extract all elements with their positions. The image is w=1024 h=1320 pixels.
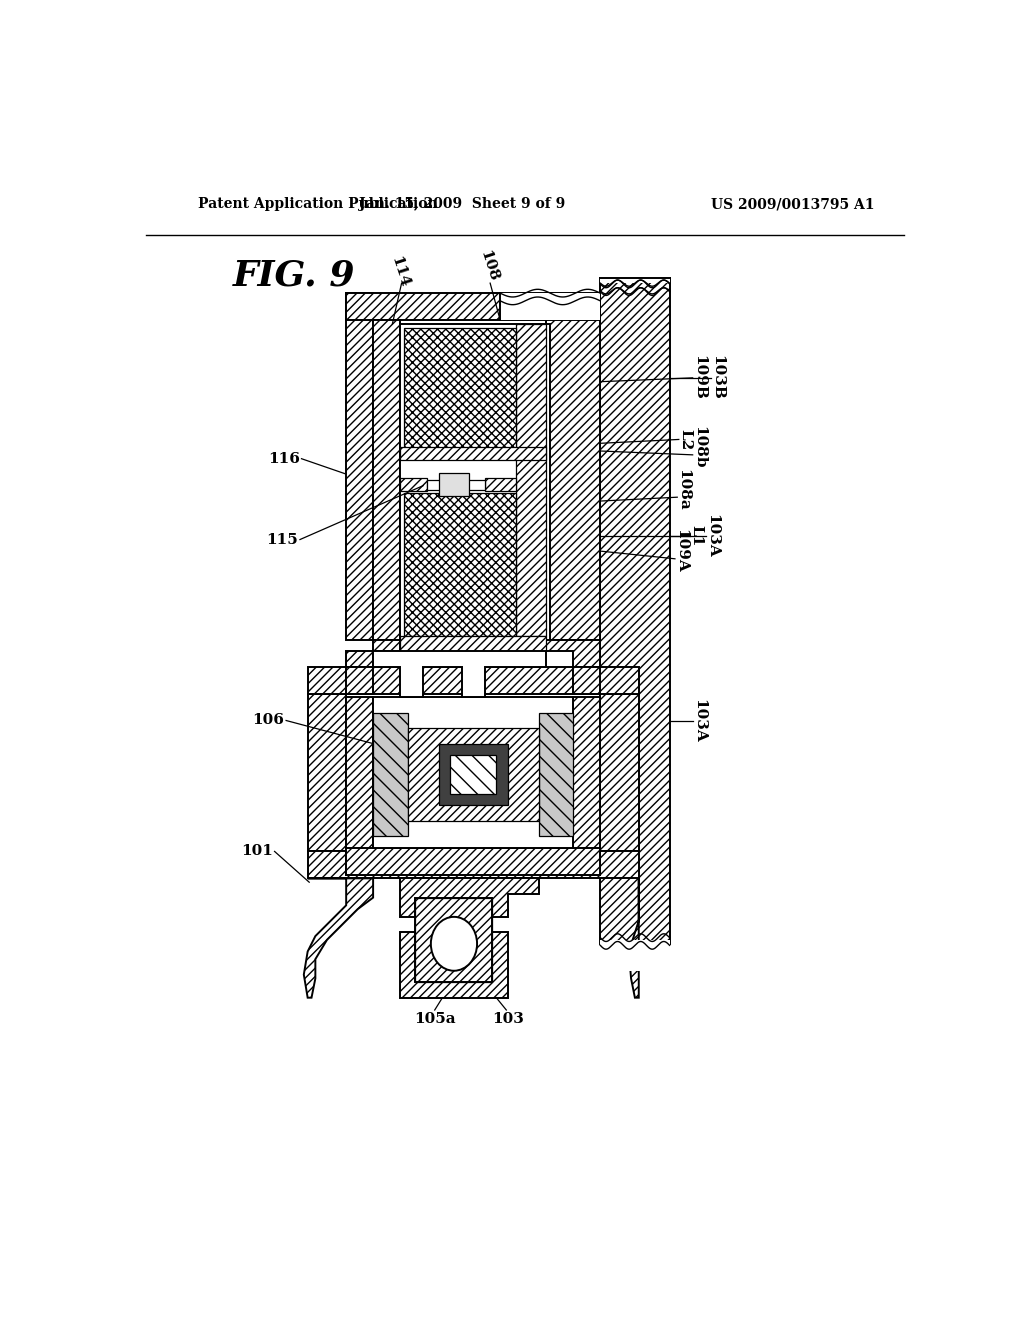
Polygon shape: [547, 321, 600, 640]
Text: 114: 114: [388, 255, 412, 289]
Text: 103A: 103A: [692, 698, 706, 742]
Polygon shape: [307, 851, 639, 878]
Polygon shape: [307, 693, 346, 851]
Polygon shape: [400, 447, 547, 461]
Text: L1: L1: [689, 525, 703, 546]
Polygon shape: [547, 640, 600, 667]
Text: US 2009/0013795 A1: US 2009/0013795 A1: [711, 197, 874, 211]
Bar: [373, 697, 573, 847]
Text: 109A: 109A: [674, 529, 688, 573]
Polygon shape: [400, 878, 539, 998]
Bar: [427, 480, 484, 490]
Text: FIG. 9: FIG. 9: [233, 259, 355, 292]
Text: 108: 108: [477, 249, 500, 284]
Text: Patent Application Publication: Patent Application Publication: [198, 197, 437, 211]
Text: Jan. 15, 2009  Sheet 9 of 9: Jan. 15, 2009 Sheet 9 of 9: [358, 197, 565, 211]
Polygon shape: [373, 651, 547, 697]
Polygon shape: [373, 321, 400, 640]
Polygon shape: [600, 693, 639, 851]
Polygon shape: [373, 713, 408, 836]
Polygon shape: [400, 478, 427, 491]
Text: 106: 106: [253, 714, 285, 727]
Text: 116: 116: [268, 451, 300, 466]
Polygon shape: [400, 636, 547, 651]
Polygon shape: [573, 667, 600, 693]
Polygon shape: [346, 667, 373, 693]
Bar: [500, 293, 600, 321]
Text: L2: L2: [678, 429, 692, 450]
Polygon shape: [451, 755, 497, 793]
Text: 103B: 103B: [711, 355, 724, 400]
Polygon shape: [403, 327, 515, 451]
Polygon shape: [346, 847, 600, 874]
Bar: [438, 473, 469, 496]
Polygon shape: [346, 293, 600, 321]
Text: 108a: 108a: [677, 469, 690, 511]
Polygon shape: [539, 713, 573, 836]
Polygon shape: [304, 878, 373, 998]
Bar: [416, 898, 493, 982]
Text: 105a: 105a: [414, 1011, 456, 1026]
Polygon shape: [307, 667, 639, 693]
Polygon shape: [346, 293, 373, 640]
Polygon shape: [438, 743, 508, 805]
Bar: [600, 259, 670, 284]
Text: 109B: 109B: [692, 355, 706, 400]
Polygon shape: [403, 494, 515, 636]
Polygon shape: [346, 640, 400, 667]
Polygon shape: [630, 878, 639, 998]
Bar: [600, 940, 670, 970]
Polygon shape: [573, 697, 600, 874]
Text: 108b: 108b: [692, 426, 706, 469]
Text: 101: 101: [241, 845, 273, 858]
Text: 103A: 103A: [705, 513, 719, 557]
Polygon shape: [346, 697, 373, 874]
Bar: [400, 323, 550, 640]
Polygon shape: [408, 729, 539, 821]
Text: 103: 103: [492, 1011, 524, 1026]
Ellipse shape: [431, 917, 477, 970]
Polygon shape: [600, 277, 670, 944]
Polygon shape: [484, 478, 515, 491]
Bar: [416, 898, 493, 982]
Polygon shape: [515, 323, 547, 636]
Text: 115: 115: [266, 532, 298, 546]
